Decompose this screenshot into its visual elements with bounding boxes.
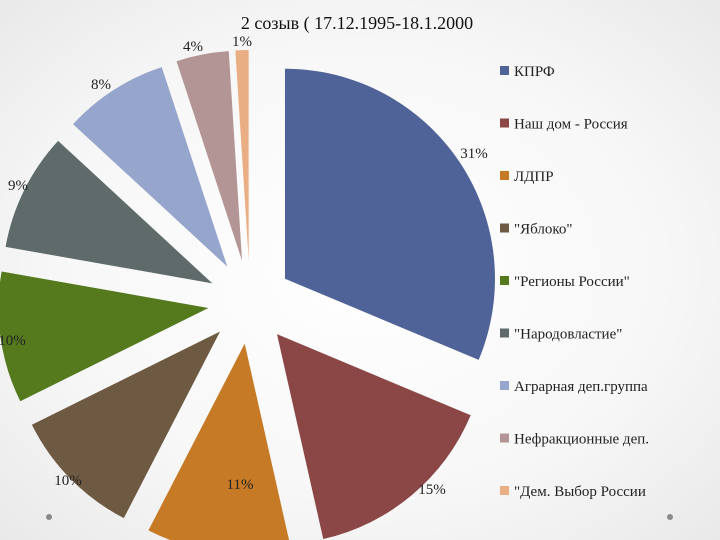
pie-slice-8 bbox=[176, 51, 243, 261]
slice-percent-label: 15% bbox=[418, 482, 446, 498]
legend-swatch bbox=[500, 381, 509, 390]
pie-slice-2 bbox=[276, 334, 471, 540]
chart-title: 2 созыв ( 17.12.1995-18.1.2000 bbox=[241, 13, 473, 34]
slice-percent-label: 31% bbox=[460, 146, 488, 162]
slice-percent-labels: 31% 15% 11% 10% 10% 9% 8% 4% 1% bbox=[0, 34, 488, 498]
legend: КПРФ Наш дом - Россия ЛДПР "Яблоко" "Регионы… bbox=[500, 64, 649, 500]
slice-percent-label: 11% bbox=[227, 477, 254, 493]
pie-slice-4 bbox=[31, 331, 221, 519]
legend-swatch bbox=[500, 276, 509, 285]
legend-swatch bbox=[500, 223, 509, 233]
legend-label: Нефракционные деп. bbox=[514, 432, 649, 448]
pie-slice-9 bbox=[235, 50, 249, 261]
legend-label: "Народовластие" bbox=[514, 327, 622, 343]
legend-swatch bbox=[500, 433, 509, 443]
pie-slices bbox=[0, 50, 495, 540]
legend-label: ЛДПР bbox=[514, 169, 554, 185]
pie-slice-3 bbox=[148, 343, 290, 540]
legend-swatch bbox=[500, 486, 509, 495]
legend-label: Аграрная деп.группа bbox=[514, 379, 648, 395]
legend-label: "Дем. Выбор России bbox=[514, 484, 646, 500]
slice-percent-label: 10% bbox=[54, 473, 82, 489]
legend-swatch bbox=[500, 328, 509, 338]
legend-label: Наш дом - Россия bbox=[514, 117, 628, 133]
legend-swatch bbox=[500, 171, 509, 180]
legend-label: "Яблоко" bbox=[514, 222, 573, 238]
slice-percent-label: 9% bbox=[8, 178, 28, 194]
pie-slice-6 bbox=[5, 140, 213, 284]
legend-label: "Регионы России" bbox=[514, 274, 630, 290]
corner-dot-left bbox=[46, 514, 52, 520]
slice-percent-label: 1% bbox=[232, 34, 252, 50]
legend-swatch bbox=[500, 66, 509, 75]
legend-label: КПРФ bbox=[514, 64, 555, 80]
corner-dot-right bbox=[667, 514, 673, 520]
pie-slice-7 bbox=[73, 67, 228, 267]
pie-slice-5 bbox=[0, 271, 209, 402]
pie-slice-1 bbox=[284, 68, 495, 360]
legend-swatch bbox=[500, 118, 509, 128]
slice-percent-label: 10% bbox=[0, 333, 26, 349]
slice-percent-label: 4% bbox=[183, 39, 203, 55]
slice-percent-label: 8% bbox=[91, 77, 111, 93]
